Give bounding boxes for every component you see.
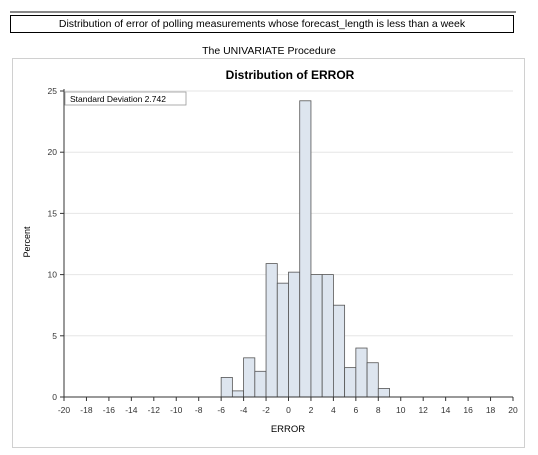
histogram-bar bbox=[332, 304, 346, 398]
x-tick-label: 6 bbox=[353, 405, 358, 415]
x-tick-label: 20 bbox=[508, 405, 518, 415]
histogram-bar bbox=[276, 282, 289, 398]
procedure-name: The UNIVARIATE Procedure bbox=[202, 45, 336, 57]
x-axis-label: ERROR bbox=[271, 424, 305, 435]
histogram-bar bbox=[220, 377, 233, 398]
y-axis-ticks: 0 5 10 15 20 25 bbox=[48, 86, 64, 402]
histogram-bars bbox=[220, 100, 390, 398]
y-axis-label: Percent bbox=[22, 226, 32, 258]
histogram-bar bbox=[377, 388, 390, 398]
x-tick-label: 8 bbox=[376, 405, 381, 415]
y-tick-label: 20 bbox=[48, 147, 58, 157]
stats-inset: Standard Deviation 2.742 bbox=[64, 91, 187, 106]
x-tick-label: 18 bbox=[486, 405, 496, 415]
histogram-bar bbox=[254, 370, 267, 398]
histogram-bar bbox=[243, 357, 256, 398]
histogram-bar bbox=[265, 263, 278, 398]
y-tick-label: 10 bbox=[48, 270, 58, 280]
x-tick-label: -20 bbox=[58, 405, 71, 415]
y-tick-label: 0 bbox=[52, 392, 57, 402]
histogram-bar bbox=[231, 390, 245, 398]
x-tick-label: 12 bbox=[418, 405, 428, 415]
x-tick-label: -16 bbox=[103, 405, 116, 415]
x-tick-label: -8 bbox=[195, 405, 203, 415]
y-tick-label: 25 bbox=[48, 86, 58, 96]
histogram-bar bbox=[310, 274, 323, 398]
x-tick-label: 2 bbox=[309, 405, 314, 415]
histogram-bar bbox=[321, 274, 334, 398]
x-tick-label: -2 bbox=[262, 405, 270, 415]
y-tick-label: 15 bbox=[48, 208, 58, 218]
histogram-bar bbox=[344, 367, 357, 398]
x-tick-label: 4 bbox=[331, 405, 336, 415]
x-tick-label: -14 bbox=[125, 405, 138, 415]
histogram-bar bbox=[288, 271, 301, 398]
x-tick-label: 0 bbox=[286, 405, 291, 415]
x-tick-label: -4 bbox=[240, 405, 248, 415]
chart-title: Distribution of ERROR bbox=[226, 68, 355, 82]
x-tick-label: 14 bbox=[441, 405, 451, 415]
chart-frame bbox=[12, 58, 525, 448]
y-tick-label: 5 bbox=[52, 331, 57, 341]
x-axis-ticks: -20 -18 -16 -14 -12 -10 -8 -6 -4 -2 0 2 4 6 8 10 12 14 16 1… bbox=[58, 397, 518, 415]
histogram-bar bbox=[299, 100, 312, 398]
report-title: Distribution of error of polling measure… bbox=[10, 15, 514, 33]
std-dev-text: Standard Deviation 2.742 bbox=[70, 94, 166, 104]
x-tick-label: -18 bbox=[80, 405, 93, 415]
histogram-bar bbox=[366, 362, 379, 398]
x-tick-label: 16 bbox=[463, 405, 473, 415]
top-rule bbox=[10, 11, 516, 13]
x-tick-label: 10 bbox=[396, 405, 406, 415]
x-tick-label: -10 bbox=[170, 405, 183, 415]
x-tick-label: -12 bbox=[148, 405, 161, 415]
histogram-bar bbox=[355, 347, 368, 398]
x-tick-label: -6 bbox=[217, 405, 225, 415]
